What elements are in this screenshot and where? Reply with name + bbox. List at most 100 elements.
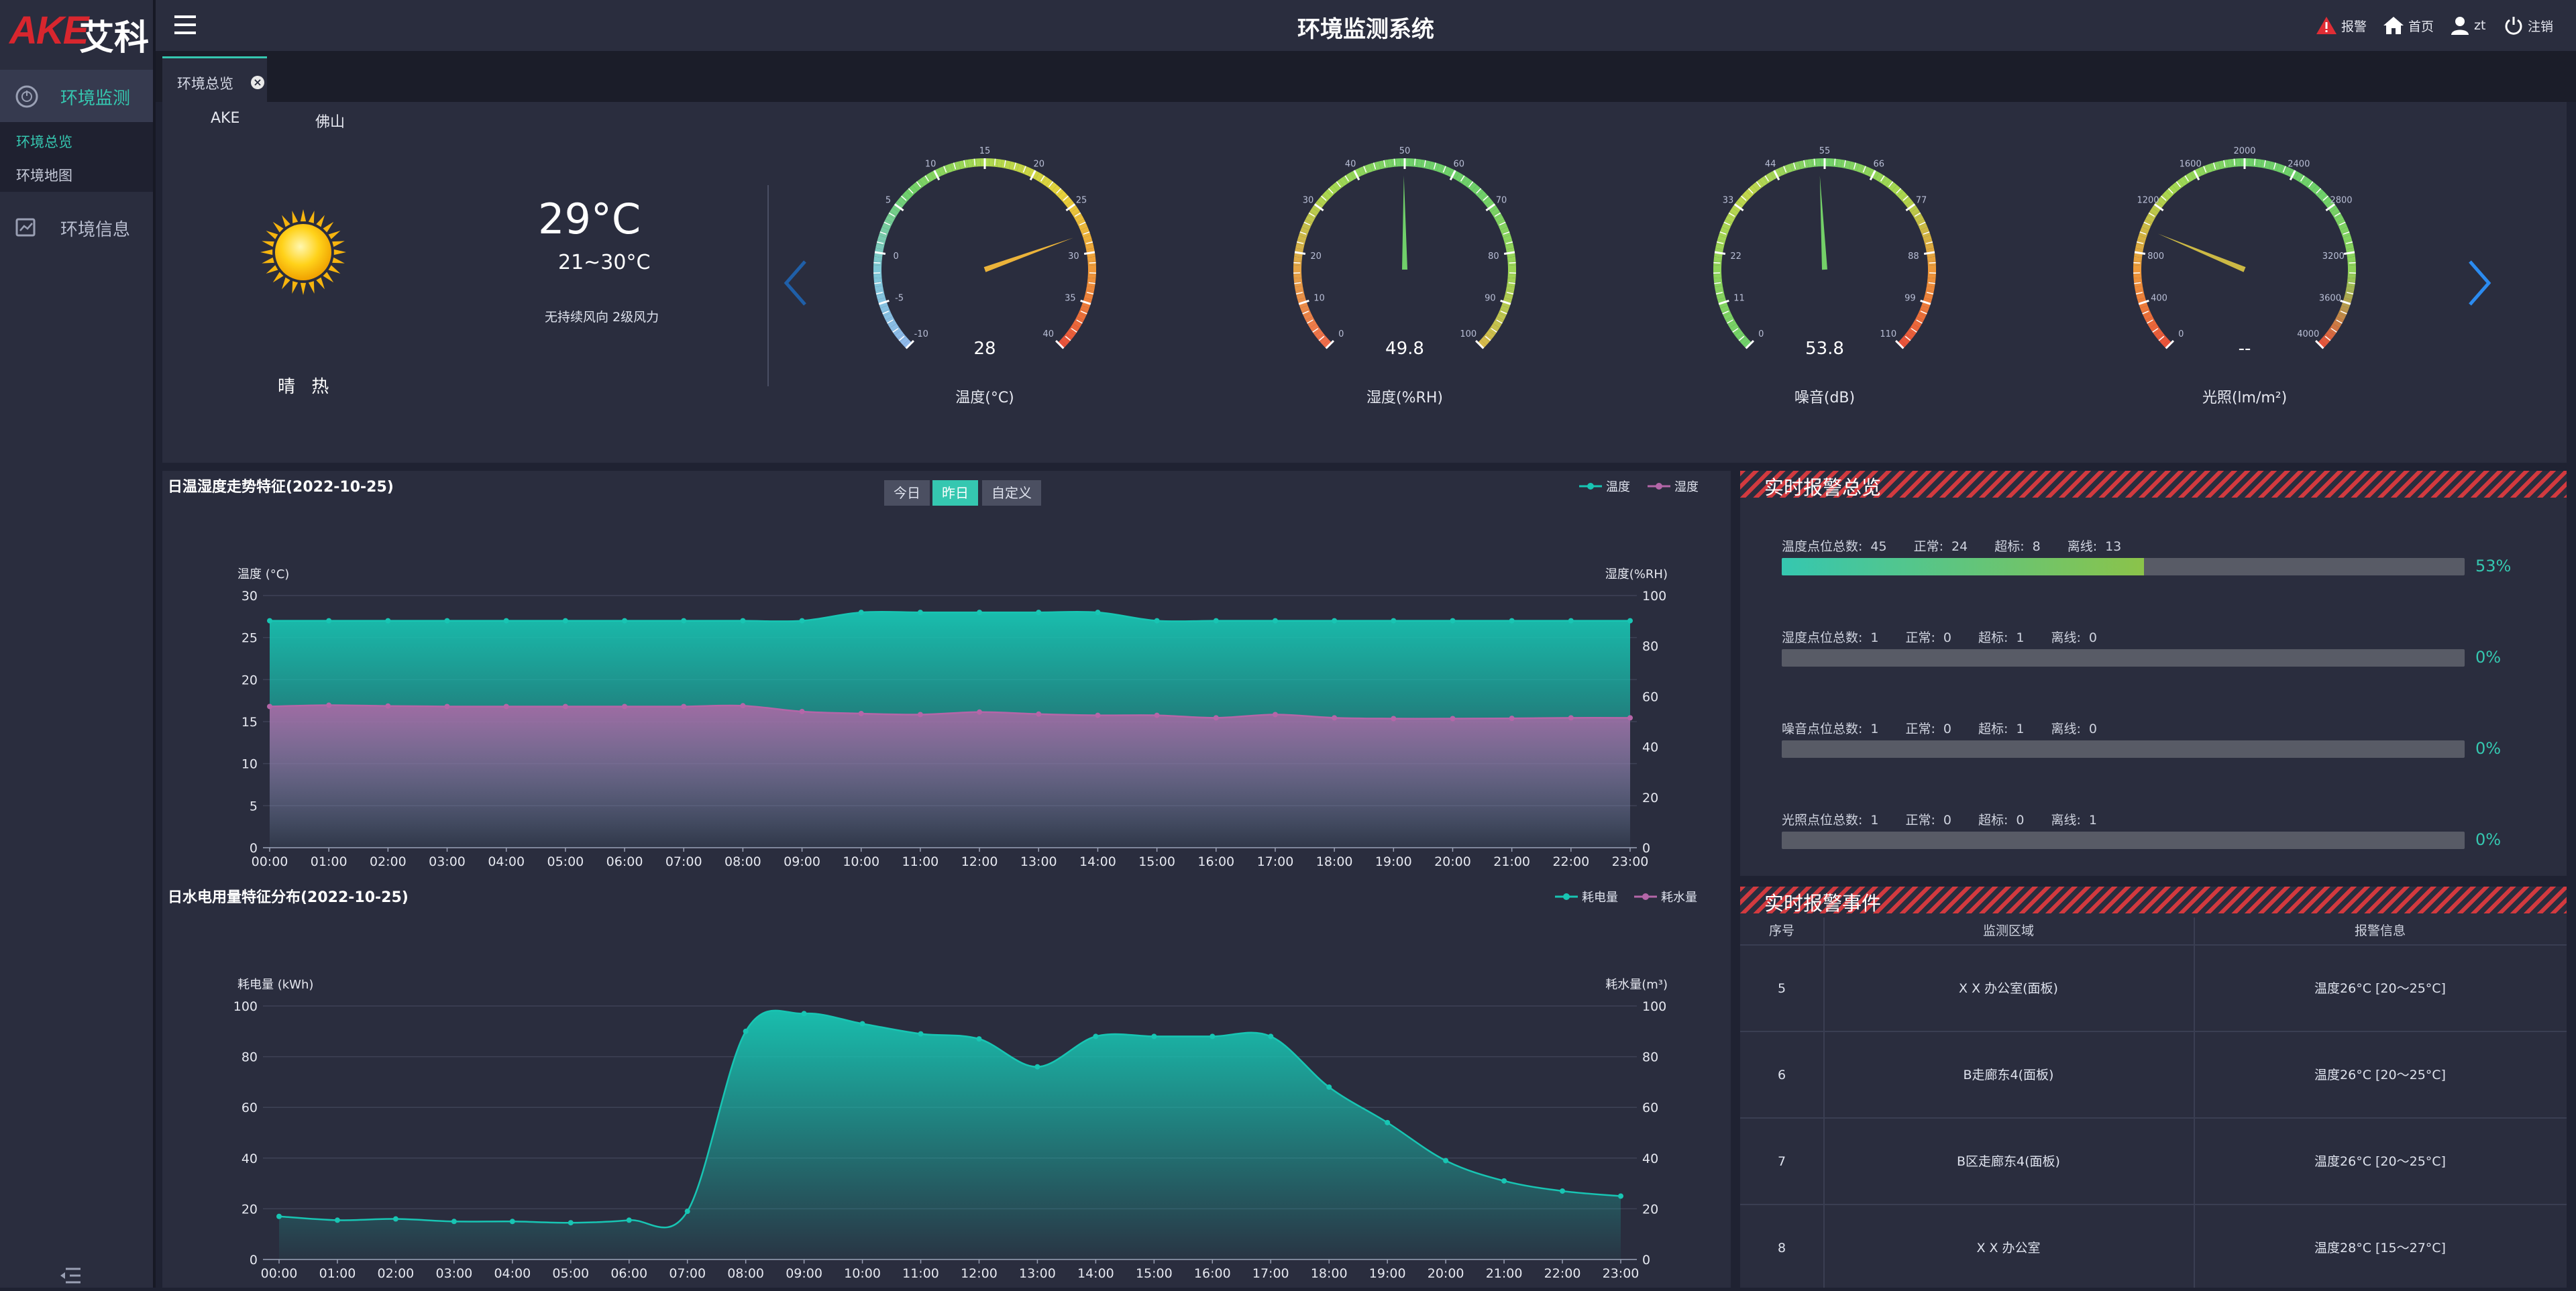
data-point[interactable] (1273, 618, 1278, 624)
data-point[interactable] (1627, 715, 1633, 720)
data-point[interactable] (1332, 715, 1337, 720)
gauge-tick-label: 400 (2151, 293, 2167, 303)
data-point[interactable] (276, 1214, 282, 1219)
submenu-item-map[interactable]: 环境地图 (16, 165, 72, 185)
data-point[interactable] (740, 618, 745, 624)
data-point[interactable] (445, 704, 450, 709)
submenu-item-overview[interactable]: 环境总览 (16, 131, 72, 152)
data-point[interactable] (1568, 715, 1574, 720)
collapse-menu-icon[interactable] (58, 1265, 85, 1288)
data-point[interactable] (622, 618, 627, 624)
gauge-arc-segment (1297, 278, 1298, 282)
data-point[interactable] (445, 618, 450, 624)
data-point[interactable] (267, 618, 272, 624)
chevron-left-icon[interactable] (780, 256, 813, 310)
logout-button[interactable]: 注销 (2504, 15, 2553, 36)
data-point[interactable] (1391, 716, 1396, 721)
data-point[interactable] (622, 704, 627, 709)
alarm-button[interactable]: 报警 (2316, 15, 2367, 36)
chevron-right-icon[interactable] (2462, 256, 2496, 310)
data-point[interactable] (743, 1029, 749, 1034)
data-point[interactable] (1034, 1064, 1040, 1070)
data-point[interactable] (860, 1021, 865, 1026)
data-point[interactable] (385, 618, 390, 624)
data-point[interactable] (1095, 713, 1100, 718)
data-point[interactable] (800, 618, 805, 624)
data-point[interactable] (977, 610, 982, 615)
data-point[interactable] (1443, 1158, 1448, 1164)
data-point[interactable] (802, 1011, 807, 1016)
gauge-arc-segment (1342, 180, 1345, 183)
data-point[interactable] (859, 610, 864, 615)
data-point[interactable] (859, 711, 864, 716)
data-point[interactable] (510, 1219, 515, 1224)
data-point[interactable] (977, 710, 982, 715)
data-point[interactable] (1509, 618, 1515, 624)
data-point[interactable] (335, 1217, 340, 1223)
data-point[interactable] (1326, 1084, 1332, 1090)
data-point[interactable] (563, 704, 568, 709)
user-button[interactable]: zt (2450, 15, 2485, 36)
data-point[interactable] (1273, 712, 1278, 717)
data-point[interactable] (685, 1209, 690, 1214)
gauge-arc-segment (884, 306, 885, 311)
data-point[interactable] (1214, 618, 1219, 624)
gauge-arc-segment (1507, 237, 1508, 241)
data-point[interactable] (1560, 1188, 1565, 1194)
stat-total: 1 (1870, 722, 1878, 736)
brand-logo[interactable]: AKE 艾科 (0, 0, 153, 59)
data-point[interactable] (563, 618, 568, 624)
close-tab-icon[interactable]: × (251, 76, 264, 89)
weather-city[interactable]: 佛山 (315, 110, 345, 131)
data-point[interactable] (918, 610, 923, 615)
data-point[interactable] (681, 618, 686, 624)
data-point[interactable] (326, 618, 331, 624)
tab-env-overview[interactable]: 环境总览 × (162, 56, 267, 104)
data-point[interactable] (1151, 1033, 1157, 1039)
data-point[interactable] (1210, 1033, 1215, 1039)
data-point[interactable] (627, 1217, 632, 1223)
y2-tick-label: 0 (1642, 841, 1650, 856)
gauge-arc-segment (1348, 176, 1352, 178)
data-point[interactable] (1627, 618, 1633, 624)
data-point[interactable] (740, 703, 745, 708)
data-point[interactable] (1155, 618, 1160, 624)
data-point[interactable] (326, 703, 331, 708)
data-point[interactable] (385, 704, 390, 709)
sidebar-item-env-monitor[interactable]: 环境监测 (0, 70, 153, 123)
data-point[interactable] (1618, 1194, 1623, 1199)
data-point[interactable] (976, 1036, 981, 1042)
data-point[interactable] (1036, 712, 1041, 717)
data-point[interactable] (1450, 618, 1455, 624)
data-point[interactable] (568, 1220, 574, 1225)
data-point[interactable] (918, 1031, 924, 1037)
data-point[interactable] (1268, 1033, 1273, 1039)
data-point[interactable] (267, 704, 272, 709)
data-point[interactable] (1450, 716, 1455, 721)
data-point[interactable] (1093, 1033, 1098, 1039)
data-point[interactable] (1501, 1178, 1507, 1184)
data-point[interactable] (1155, 713, 1160, 718)
data-point[interactable] (451, 1219, 457, 1224)
data-point[interactable] (918, 712, 923, 717)
data-point[interactable] (393, 1217, 398, 1222)
sidebar-item-env-info[interactable]: 环境信息 (0, 201, 153, 255)
data-point[interactable] (1095, 610, 1100, 615)
data-point[interactable] (1036, 610, 1041, 615)
x-tick-label: 08:00 (727, 1266, 764, 1281)
data-point[interactable] (1509, 716, 1515, 721)
data-point[interactable] (1568, 618, 1574, 624)
data-point[interactable] (504, 704, 509, 709)
data-point[interactable] (1332, 618, 1337, 624)
data-point[interactable] (1391, 618, 1396, 624)
data-point[interactable] (1385, 1120, 1390, 1125)
data-point[interactable] (504, 618, 509, 624)
data-point[interactable] (800, 709, 805, 714)
data-point[interactable] (681, 704, 686, 709)
home-button[interactable]: 首页 (2383, 15, 2434, 36)
data-point[interactable] (1214, 715, 1219, 720)
